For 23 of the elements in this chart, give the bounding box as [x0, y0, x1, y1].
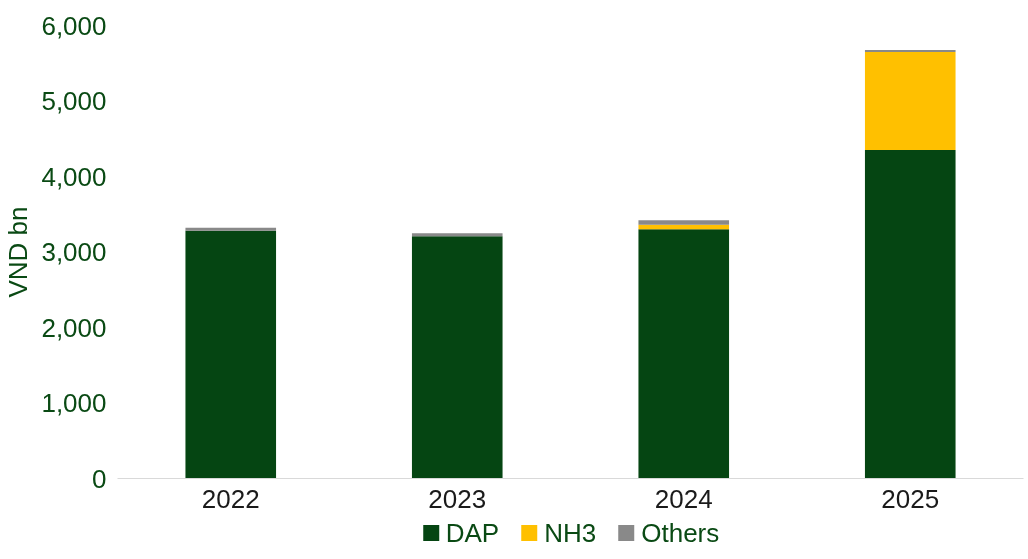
bar [638, 229, 730, 479]
y-tick-label: 2,000 [41, 312, 107, 343]
y-tick-label: 4,000 [41, 161, 107, 192]
x-tick-label: 2025 [881, 483, 940, 514]
bar [185, 230, 277, 479]
legend-label: NH3 [544, 517, 597, 548]
bar [638, 220, 730, 225]
bar [411, 236, 503, 479]
bar [864, 150, 956, 479]
legend-label: Others [641, 517, 720, 548]
y-tick-label: 5,000 [41, 86, 107, 116]
y-axis-title: VND bn [3, 206, 34, 298]
x-tick-label: 2022 [201, 483, 260, 514]
y-tick-label: 0 [92, 463, 107, 494]
x-tick-label: 2023 [428, 483, 487, 514]
y-tick-label: 6,000 [41, 10, 107, 41]
y-tick-label: 1,000 [41, 388, 107, 418]
bar [864, 51, 956, 151]
bar [411, 233, 503, 237]
legend-label: DAP [445, 517, 500, 548]
x-tick-label: 2024 [654, 483, 713, 514]
y-tick-label: 3,000 [41, 237, 107, 267]
bar [185, 227, 277, 231]
